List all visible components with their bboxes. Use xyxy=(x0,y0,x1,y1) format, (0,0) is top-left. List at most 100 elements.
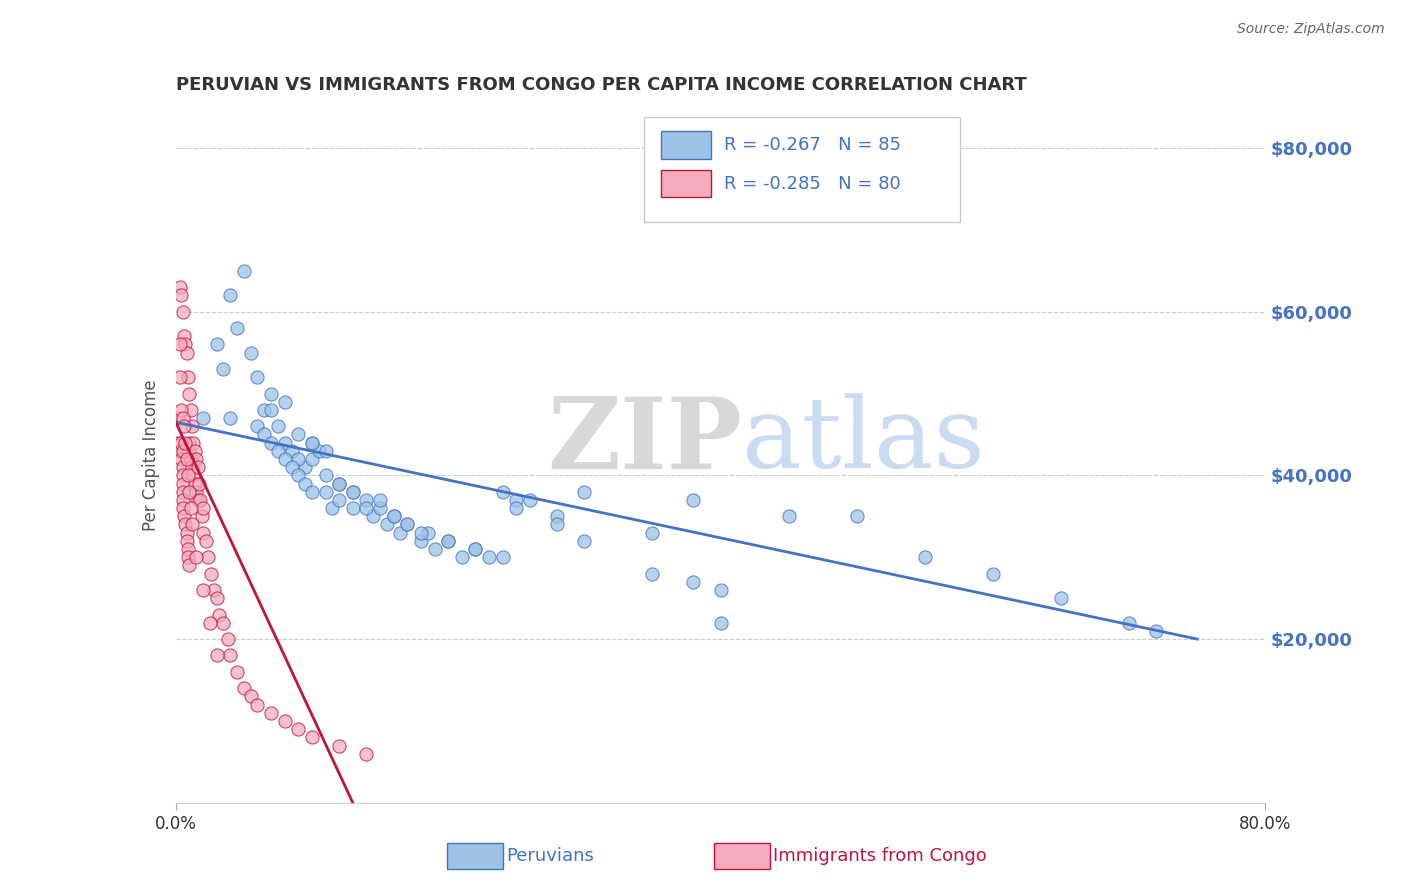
Point xyxy=(328,476,350,491)
Point xyxy=(478,550,501,565)
Point xyxy=(232,264,254,278)
Text: Immigrants from Congo: Immigrants from Congo xyxy=(773,847,987,865)
Point xyxy=(219,288,242,302)
Point xyxy=(246,419,269,434)
Point xyxy=(301,435,323,450)
Point xyxy=(176,533,198,548)
Point xyxy=(321,501,343,516)
Point xyxy=(169,370,191,384)
Point xyxy=(492,550,515,565)
Point xyxy=(169,280,191,294)
Point xyxy=(914,550,936,565)
Point xyxy=(173,509,195,524)
Point xyxy=(183,435,205,450)
Y-axis label: Per Capita Income: Per Capita Income xyxy=(142,379,160,531)
Point xyxy=(172,411,194,425)
Point xyxy=(186,452,208,467)
Point xyxy=(710,615,733,630)
Point xyxy=(177,370,200,384)
Point xyxy=(274,394,297,409)
Point xyxy=(190,509,212,524)
Point xyxy=(315,484,337,499)
Point xyxy=(172,304,194,318)
Point xyxy=(437,533,460,548)
Point xyxy=(368,492,391,507)
Point xyxy=(191,411,214,425)
Point xyxy=(169,443,191,458)
Point xyxy=(205,648,228,663)
Point xyxy=(778,509,800,524)
Point xyxy=(274,435,297,450)
Point xyxy=(308,443,330,458)
Point xyxy=(177,542,200,557)
Point xyxy=(239,345,262,359)
Text: PERUVIAN VS IMMIGRANTS FROM CONGO PER CAPITA INCOME CORRELATION CHART: PERUVIAN VS IMMIGRANTS FROM CONGO PER CA… xyxy=(176,77,1026,95)
Point xyxy=(260,435,283,450)
Point xyxy=(219,411,242,425)
Point xyxy=(232,681,254,696)
Point xyxy=(389,525,412,540)
Point xyxy=(375,517,398,532)
FancyBboxPatch shape xyxy=(644,118,960,222)
Point xyxy=(1118,615,1140,630)
Point xyxy=(212,615,235,630)
Point xyxy=(177,550,200,565)
Point xyxy=(246,370,269,384)
Point xyxy=(287,427,309,442)
Point xyxy=(301,731,323,745)
Point xyxy=(180,452,202,467)
Point xyxy=(546,509,568,524)
Point xyxy=(217,632,239,646)
Point xyxy=(226,321,249,335)
Point xyxy=(205,591,228,606)
Point xyxy=(173,419,195,434)
Point xyxy=(641,525,664,540)
Point xyxy=(187,476,209,491)
Point xyxy=(172,501,194,516)
Point xyxy=(180,501,202,516)
Point xyxy=(382,509,405,524)
Point xyxy=(294,460,316,475)
Point xyxy=(260,706,283,720)
Point xyxy=(172,484,194,499)
Point xyxy=(328,492,350,507)
Point xyxy=(186,460,209,475)
Point xyxy=(361,509,384,524)
Point xyxy=(167,435,190,450)
Point xyxy=(260,386,283,401)
Point xyxy=(253,427,276,442)
Text: ZIP: ZIP xyxy=(547,392,742,490)
Point xyxy=(179,443,201,458)
Point xyxy=(368,501,391,516)
Point xyxy=(464,542,486,557)
Point xyxy=(188,492,211,507)
Point xyxy=(315,443,337,458)
Point xyxy=(191,582,214,597)
Point xyxy=(174,337,197,351)
Point xyxy=(315,468,337,483)
FancyBboxPatch shape xyxy=(661,131,711,159)
Text: atlas: atlas xyxy=(742,393,986,489)
Point xyxy=(287,722,309,736)
Point xyxy=(396,517,419,532)
Point xyxy=(981,566,1004,581)
Point xyxy=(170,435,193,450)
Point xyxy=(167,411,190,425)
Point xyxy=(198,615,221,630)
Point xyxy=(356,501,378,516)
Text: Source: ZipAtlas.com: Source: ZipAtlas.com xyxy=(1237,22,1385,37)
Point xyxy=(342,484,364,499)
Point xyxy=(181,460,204,475)
Text: R = -0.267   N = 85: R = -0.267 N = 85 xyxy=(724,136,901,154)
Point xyxy=(170,452,193,467)
Point xyxy=(191,525,214,540)
Text: R = -0.285   N = 80: R = -0.285 N = 80 xyxy=(724,175,901,193)
Point xyxy=(267,419,290,434)
Point xyxy=(287,468,309,483)
Point xyxy=(173,329,195,343)
Point xyxy=(226,665,249,679)
Text: Peruvians: Peruvians xyxy=(506,847,593,865)
Point xyxy=(294,476,316,491)
Point xyxy=(200,566,222,581)
Point xyxy=(301,484,323,499)
